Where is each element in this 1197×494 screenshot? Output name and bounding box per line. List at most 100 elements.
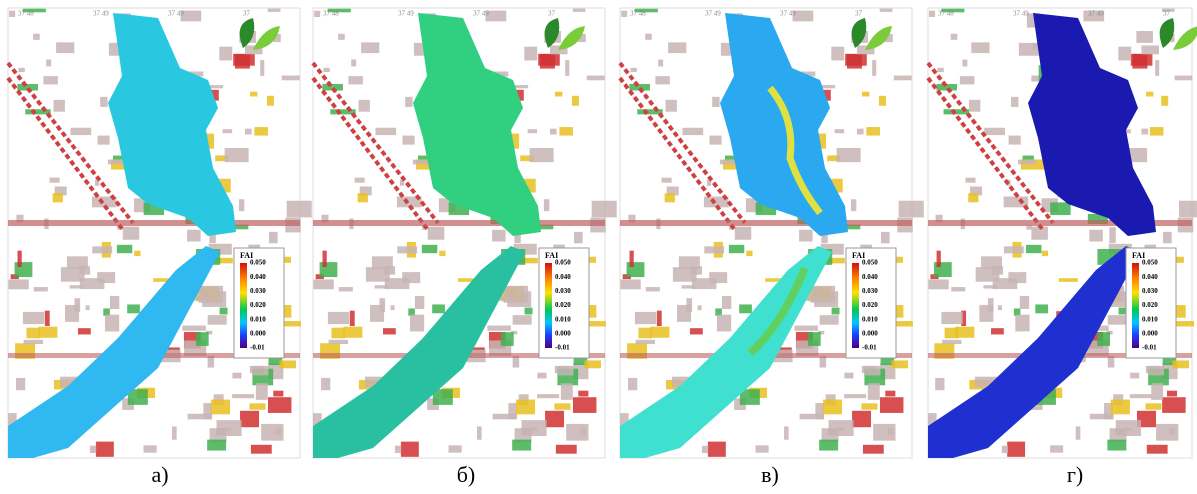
legend-tick: 0.040: [862, 273, 878, 281]
land-patch: [866, 127, 880, 136]
colorbar: [240, 263, 247, 348]
coordinate-label: 37 49: [780, 10, 796, 18]
land-patch: [630, 68, 636, 72]
land-patch: [928, 279, 948, 289]
land-patch: [375, 128, 396, 135]
coordinate-label: 37 48: [938, 10, 954, 18]
colorbar: [1132, 263, 1139, 348]
land-patch: [881, 232, 890, 243]
land-patch: [545, 411, 564, 427]
land-patch: [557, 366, 573, 375]
land-patch: [677, 305, 691, 322]
land-patch: [1148, 366, 1164, 375]
land-patch: [566, 424, 588, 441]
land-patch: [78, 328, 91, 334]
land-patch: [708, 442, 726, 457]
legend-tick: 0.000: [862, 329, 878, 337]
land-patch: [220, 308, 228, 315]
legend-tick: -0.01: [250, 344, 265, 352]
land-patch: [879, 96, 886, 106]
land-patch: [86, 305, 90, 310]
land-patch: [268, 9, 281, 12]
land-patch: [16, 378, 25, 390]
land-patch: [361, 42, 379, 53]
land-patch: [528, 129, 537, 133]
land-patch: [397, 246, 417, 253]
land-patch: [682, 128, 703, 135]
land-patch: [650, 327, 669, 338]
land-patch: [1141, 45, 1159, 54]
land-patch: [544, 199, 549, 211]
land-patch: [358, 193, 368, 202]
land-patch: [245, 129, 252, 135]
land-patch: [525, 308, 533, 315]
land-patch: [847, 54, 862, 69]
land-patch: [658, 60, 663, 67]
legend-tick: 0.030: [250, 287, 266, 295]
land-patch: [550, 129, 557, 135]
land-patch: [282, 76, 300, 81]
land-patch: [314, 11, 320, 17]
land-patch: [172, 426, 177, 439]
coordinate-label: 37 49: [1088, 10, 1104, 18]
land-patch: [46, 60, 51, 67]
land-patch: [105, 315, 119, 332]
land-patch: [512, 440, 531, 451]
land-patch: [1130, 394, 1152, 398]
land-patch: [187, 230, 201, 242]
land-patch: [1076, 426, 1081, 439]
land-patch: [620, 279, 640, 289]
land-patch: [628, 378, 637, 390]
land-patch: [235, 54, 250, 69]
land-patch: [704, 246, 724, 253]
land-patch: [217, 420, 242, 436]
land-patch: [1132, 54, 1147, 69]
land-patch: [1109, 227, 1115, 243]
land-patch: [43, 76, 57, 84]
coordinate-label: 37 49: [93, 10, 109, 18]
land-patch: [260, 60, 264, 76]
land-patch: [578, 391, 588, 397]
land-patch: [1167, 391, 1177, 397]
land-patch: [983, 285, 997, 288]
legend-tick: 0.020: [862, 301, 878, 309]
land-patch: [348, 76, 362, 84]
land-patch: [261, 424, 283, 441]
land-patch: [739, 304, 752, 313]
land-patch: [698, 305, 702, 310]
land-patch: [666, 100, 677, 112]
coordinate-label: 37 49: [1013, 10, 1029, 18]
legend-tick: 0.000: [555, 329, 571, 337]
land-patch: [26, 328, 39, 339]
land-patch: [929, 11, 935, 17]
land-patch: [899, 201, 924, 218]
land-patch: [428, 227, 444, 240]
land-patch: [182, 326, 206, 331]
land-patch: [50, 178, 60, 183]
land-patch: [951, 287, 965, 291]
land-patch: [223, 129, 232, 133]
land-patch: [868, 383, 880, 400]
land-patch: [1020, 296, 1029, 309]
land-patch: [540, 54, 555, 69]
land-patch: [127, 304, 140, 313]
land-patch: [998, 305, 1002, 310]
land-patch: [338, 34, 345, 40]
land-patch: [861, 403, 877, 409]
land-patch: [968, 193, 978, 202]
land-patch: [880, 397, 903, 413]
land-patch: [1119, 308, 1127, 315]
land-patch: [894, 76, 912, 81]
coordinate-label: 37 48: [630, 10, 646, 18]
land-patch: [965, 178, 975, 183]
land-patch: [1155, 60, 1159, 76]
legend-tick: 0.030: [862, 287, 878, 295]
map-panel: 37 4837 4937 4937FAI0.0500.0400.0300.020…: [620, 8, 924, 458]
land-patch: [561, 383, 573, 400]
land-patch: [565, 60, 569, 76]
land-patch: [537, 373, 546, 379]
land-patch: [1089, 230, 1103, 242]
land-patch: [249, 403, 265, 409]
land-patch: [979, 305, 993, 322]
land-patch: [837, 148, 861, 162]
